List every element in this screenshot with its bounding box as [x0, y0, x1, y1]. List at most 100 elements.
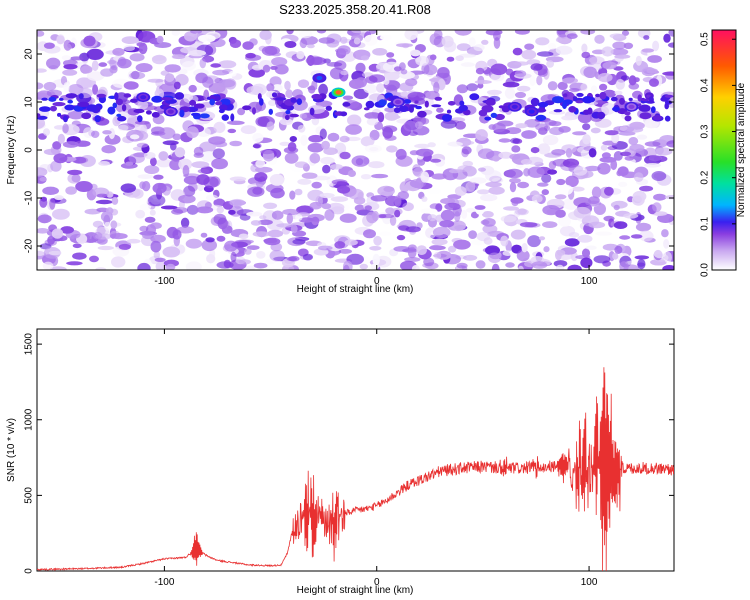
- heatmap-band-cell: [145, 110, 152, 115]
- heatmap-cell: [274, 64, 289, 75]
- colorbar-tick-label: 0.0: [700, 263, 711, 277]
- heatmap-cell: [284, 41, 297, 48]
- heatmap-cell: [96, 207, 109, 213]
- heatmap-cell: [269, 250, 285, 262]
- heatmap-cell: [363, 229, 376, 239]
- heatmap-cell: [405, 226, 421, 233]
- heatmap-band-cell: [485, 99, 496, 106]
- heatmap-cell: [123, 81, 139, 90]
- heatmap-cell: [404, 257, 421, 262]
- heatmap-band-cell: [112, 102, 118, 109]
- heatmap-band-cell: [459, 100, 465, 107]
- heatmap-cell: [515, 123, 528, 129]
- heatmap-cell: [573, 166, 588, 176]
- heatmap-band-cell: [121, 104, 127, 112]
- heatmap-cell: [416, 245, 428, 256]
- heatmap-band-cell: [115, 98, 123, 106]
- heatmap-cell: [240, 125, 257, 135]
- heatmap-cell: [657, 213, 674, 223]
- snr-xtick-label: -100: [154, 577, 174, 588]
- heatmap-cell: [86, 71, 105, 81]
- heatmap-cell: [597, 162, 611, 175]
- heatmap-cell: [511, 145, 521, 153]
- heatmap-cell: [580, 30, 596, 35]
- heatmap-band-cell: [48, 96, 57, 102]
- heatmap-band-cell: [199, 113, 210, 119]
- heatmap-cell: [447, 141, 463, 147]
- heatmap-cell: [447, 194, 462, 200]
- heatmap-cell: [330, 196, 349, 202]
- heatmap-cell: [384, 107, 397, 113]
- heatmap-cell: [247, 101, 263, 113]
- heatmap-cell: [259, 215, 267, 220]
- heatmap-cell: [584, 165, 601, 172]
- heatmap-cell: [345, 124, 362, 135]
- heatmap-cell: [524, 43, 535, 50]
- heatmap-cell: [631, 194, 645, 206]
- heatmap-cell: [208, 82, 226, 94]
- heatmap-cell: [238, 259, 251, 265]
- heatmap-cell: [218, 60, 237, 69]
- heatmap-cell: [62, 141, 79, 148]
- heatmap-cell: [256, 251, 266, 259]
- heatmap-cell: [269, 174, 285, 186]
- heatmap-cell: [373, 235, 382, 246]
- heatmap-cell: [252, 144, 261, 149]
- heatmap-cell: [602, 61, 617, 70]
- heatmap-hotspot: [335, 90, 342, 95]
- heatmap-cell: [609, 33, 625, 39]
- heatmap-cell: [301, 172, 318, 179]
- snr-frame: [36, 328, 675, 572]
- heatmap-cell: [266, 83, 275, 92]
- heatmap-band-cell: [96, 93, 107, 98]
- heatmap-cell: [290, 224, 298, 234]
- heatmap-cell: [238, 233, 249, 240]
- heatmap-band-cell: [218, 109, 225, 114]
- heatmap-cell: [83, 127, 94, 138]
- heatmap-cell: [279, 141, 291, 146]
- heatmap-cell: [571, 186, 585, 192]
- heatmap-cell: [517, 265, 524, 270]
- heatmap-cell: [529, 76, 536, 86]
- heatmap-cell: [337, 185, 351, 194]
- heatmap-cell: [75, 181, 93, 192]
- heatmap-cell: [42, 261, 54, 270]
- heatmap-cell: [265, 33, 272, 45]
- heatmap-band-cell: [563, 93, 568, 97]
- heatmap-cell: [309, 201, 322, 210]
- heatmap-band-cell: [431, 104, 442, 108]
- heatmap-band-cell: [469, 93, 480, 101]
- heatmap-cell: [261, 45, 278, 56]
- heatmap-cell: [307, 142, 324, 153]
- heatmap-cell: [344, 239, 358, 246]
- heatmap-band-cell: [151, 95, 163, 103]
- heatmap-cell: [454, 186, 467, 197]
- heatmap-cell: [421, 63, 430, 75]
- heatmap-cell: [648, 155, 663, 162]
- heatmap-cell: [271, 57, 288, 67]
- heatmap-cell: [407, 246, 417, 259]
- heatmap-cell: [56, 35, 65, 45]
- heatmap-cell: [468, 37, 476, 47]
- heatmap-cell: [383, 186, 395, 192]
- heatmap-cell: [644, 163, 661, 168]
- heatmap-cell: [449, 168, 461, 174]
- heatmap-cell: [393, 246, 411, 252]
- heatmap-band-cell: [648, 96, 654, 104]
- heatmap-cell: [299, 30, 313, 39]
- heatmap-cell: [394, 209, 401, 218]
- heatmap-cell: [561, 115, 576, 121]
- heatmap-cell: [557, 81, 568, 91]
- heatmap-cell: [423, 257, 435, 267]
- heatmap-cell: [553, 260, 568, 268]
- heatmap-cell: [86, 48, 104, 61]
- heatmap-band-cell: [458, 104, 468, 112]
- heatmap-cell: [57, 133, 65, 144]
- heatmap-cell: [547, 81, 558, 91]
- heatmap-cell: [104, 221, 112, 231]
- heatmap-cell: [110, 65, 118, 71]
- heatmap-cell: [284, 152, 299, 164]
- heatmap-cell: [637, 258, 646, 270]
- heatmap-cell: [139, 203, 151, 211]
- heatmap-cell: [247, 186, 265, 197]
